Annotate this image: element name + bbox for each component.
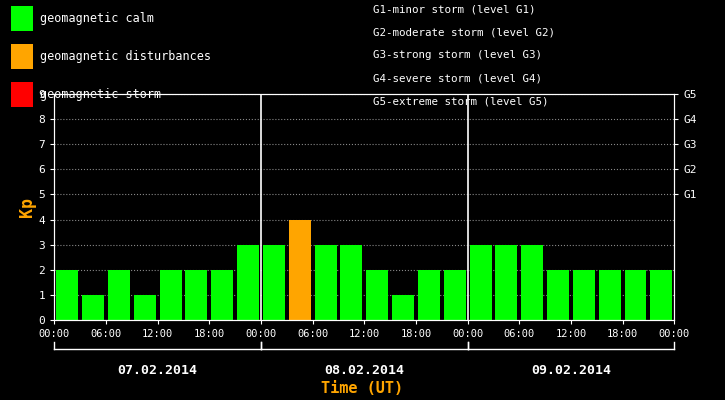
Bar: [650, 270, 672, 320]
Bar: [160, 270, 181, 320]
Bar: [237, 245, 259, 320]
Bar: [108, 270, 130, 320]
Text: G5-extreme storm (level G5): G5-extreme storm (level G5): [373, 97, 549, 107]
Bar: [82, 295, 104, 320]
Text: Time (UT): Time (UT): [321, 381, 404, 396]
Bar: [599, 270, 621, 320]
Text: geomagnetic storm: geomagnetic storm: [40, 88, 161, 101]
Bar: [366, 270, 388, 320]
Bar: [495, 245, 518, 320]
Bar: [341, 245, 362, 320]
Bar: [57, 270, 78, 320]
Bar: [573, 270, 594, 320]
Bar: [470, 245, 492, 320]
Text: 08.02.2014: 08.02.2014: [324, 364, 405, 377]
Text: G3-strong storm (level G3): G3-strong storm (level G3): [373, 50, 542, 60]
Bar: [289, 220, 311, 320]
Text: geomagnetic disturbances: geomagnetic disturbances: [40, 50, 211, 63]
Text: G2-moderate storm (level G2): G2-moderate storm (level G2): [373, 27, 555, 37]
Text: G4-severe storm (level G4): G4-severe storm (level G4): [373, 74, 542, 84]
Bar: [418, 270, 440, 320]
Bar: [211, 270, 233, 320]
Y-axis label: Kp: Kp: [18, 197, 36, 217]
Bar: [444, 270, 465, 320]
Bar: [186, 270, 207, 320]
Text: geomagnetic calm: geomagnetic calm: [40, 12, 154, 25]
Text: 07.02.2014: 07.02.2014: [117, 364, 198, 377]
Bar: [547, 270, 569, 320]
Bar: [263, 245, 285, 320]
Bar: [392, 295, 414, 320]
Bar: [315, 245, 336, 320]
Bar: [624, 270, 647, 320]
Bar: [134, 295, 156, 320]
Text: 09.02.2014: 09.02.2014: [531, 364, 611, 377]
Bar: [521, 245, 543, 320]
Text: G1-minor storm (level G1): G1-minor storm (level G1): [373, 4, 536, 14]
